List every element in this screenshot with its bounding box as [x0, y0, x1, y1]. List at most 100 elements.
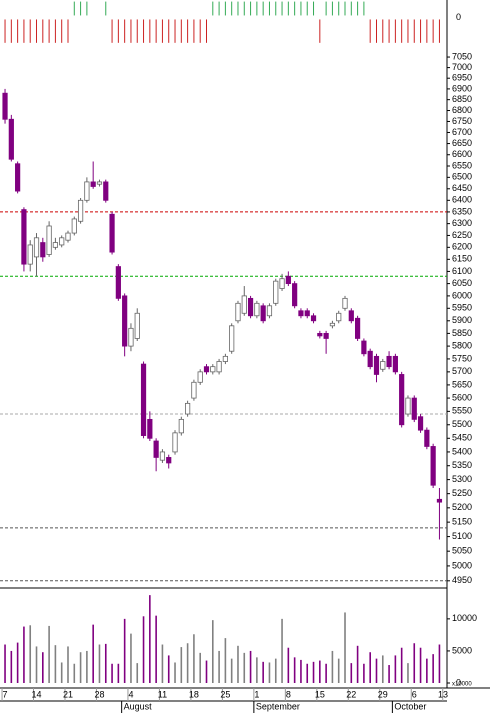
x-tick-label: 21 [63, 689, 73, 699]
candle-body [317, 332, 323, 337]
candle-body [8, 118, 14, 160]
y-tick-label: 7050 [452, 51, 472, 61]
candle-body [247, 297, 254, 317]
y-tick-label: 0 [456, 12, 461, 22]
candle-body [197, 371, 203, 383]
x-tick-label: 25 [220, 689, 230, 699]
candle-body [417, 416, 424, 431]
candle-body [298, 310, 304, 317]
candle-body [329, 322, 336, 327]
volume-unit: x10000 [452, 682, 472, 688]
candle-body [33, 237, 40, 258]
x-tick-label: 15 [315, 689, 325, 699]
y-tick-label: 6400 [452, 195, 472, 205]
x-tick-label: 8 [286, 689, 291, 699]
y-tick-label: 5100 [452, 531, 472, 541]
candle-body [191, 381, 197, 399]
y-tick-label: 5250 [452, 488, 472, 498]
y-tick-label: 5950 [452, 303, 472, 313]
x-tick-label: 22 [346, 689, 356, 699]
y-tick-label: 5650 [452, 379, 472, 389]
candle-body [159, 451, 166, 461]
candle-body [386, 355, 392, 368]
y-tick-label: 5400 [452, 446, 472, 456]
candle-body [46, 225, 52, 255]
y-tick-label: 6600 [452, 149, 472, 159]
candle-body [235, 302, 241, 322]
x-tick-label: 13 [438, 689, 448, 699]
y-tick-label: 6100 [452, 266, 472, 276]
candle-body [373, 355, 380, 375]
candle-body [27, 244, 33, 265]
candle-body [84, 181, 90, 201]
y-tick-label: 6750 [452, 116, 472, 126]
candle-body [71, 218, 77, 234]
candle-body [15, 163, 21, 192]
candle-body [405, 397, 411, 415]
candle-body [279, 278, 285, 289]
x-tick-label: 11 [158, 689, 167, 699]
candle-body [172, 432, 178, 453]
candle-body [229, 325, 235, 352]
candle-body [178, 418, 184, 434]
candle-body [59, 237, 65, 246]
y-tick-label: 5050 [452, 546, 472, 556]
candle-body [128, 327, 134, 347]
candle-body [40, 242, 46, 258]
candle-body [273, 280, 279, 304]
y-tick-label: 6800 [452, 105, 472, 115]
y-tick-label: 6050 [452, 278, 472, 288]
y-tick-label: 10000 [452, 613, 477, 623]
candle-body [361, 340, 367, 355]
y-tick-label: 6000 [452, 290, 472, 300]
y-tick-label: 6200 [452, 242, 472, 252]
candle-body [2, 92, 8, 120]
x-tick-label: 14 [32, 689, 42, 699]
month-label: September [256, 701, 300, 711]
y-tick-label: 6700 [452, 127, 472, 137]
candle-body [430, 446, 436, 486]
candle-body [367, 350, 373, 368]
y-tick-label: 6650 [452, 138, 472, 148]
y-tick-label: 5150 [452, 517, 472, 527]
candle-body [203, 366, 210, 373]
x-tick-label: 4 [128, 689, 133, 699]
x-tick-label: 7 [3, 689, 8, 699]
candle-body [21, 209, 27, 265]
y-tick-label: 6900 [452, 83, 472, 93]
candle-body [216, 361, 222, 373]
x-tick-label: 29 [378, 689, 388, 699]
y-tick-label: 6950 [452, 73, 472, 83]
y-tick-label: 5350 [452, 460, 472, 470]
candle-body [304, 310, 310, 317]
candle-body [411, 397, 417, 420]
x-tick-label: 18 [189, 689, 199, 699]
candle-body [260, 305, 266, 322]
candle-body [285, 275, 291, 285]
candle-body [153, 440, 159, 458]
x-tick-label: 1 [254, 689, 259, 699]
y-tick-label: 5550 [452, 406, 472, 416]
candle-body [77, 199, 84, 222]
candle-body [185, 402, 191, 415]
candle-body [210, 366, 216, 373]
candle-body [147, 418, 153, 439]
candle-body [96, 181, 103, 185]
month-label: August [124, 701, 153, 711]
candle-body [65, 232, 71, 241]
candle-body [166, 457, 172, 464]
y-tick-label: 5450 [452, 433, 472, 443]
candle-body [323, 332, 329, 339]
candle-body [52, 242, 59, 248]
x-tick-label: 6 [412, 689, 417, 699]
candle-body [103, 181, 109, 201]
y-tick-label: 6500 [452, 172, 472, 182]
y-tick-label: 6450 [452, 183, 472, 193]
candle-body [122, 295, 128, 347]
month-label: October [394, 701, 426, 711]
y-tick-label: 5000 [452, 645, 472, 655]
y-tick-label: 5700 [452, 366, 472, 376]
y-tick-label: 5800 [452, 340, 472, 350]
y-tick-label: 6550 [452, 160, 472, 170]
